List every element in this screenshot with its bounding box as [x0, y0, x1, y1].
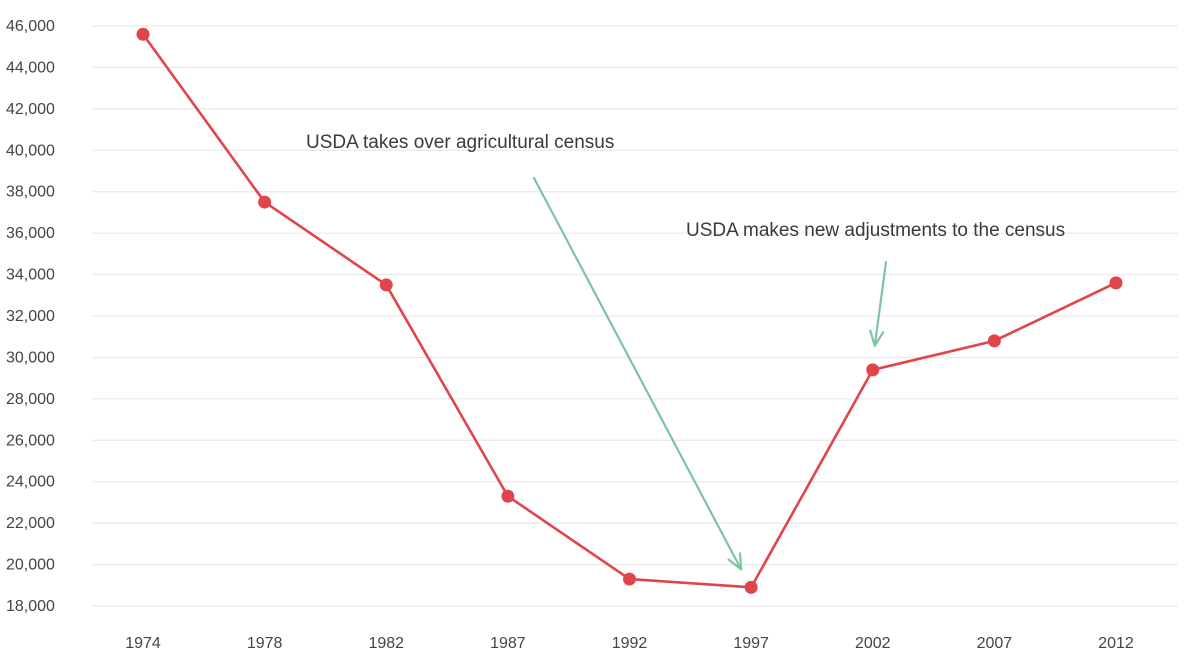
x-tick-label: 2002: [855, 635, 891, 652]
x-tick-label: 2007: [977, 635, 1013, 652]
data-point-2012: [1109, 276, 1123, 290]
data-point-2007: [987, 334, 1001, 348]
x-tick-label: 1987: [490, 635, 526, 652]
y-tick-label: 42,000: [6, 101, 55, 118]
data-point-1992: [623, 572, 636, 586]
y-tick-label: 20,000: [6, 557, 55, 574]
data-point-1974: [136, 27, 150, 41]
x-tick-label: 1982: [368, 635, 404, 652]
series-line: [141, 33, 1117, 589]
data-point-2002: [866, 363, 880, 377]
y-tick-label: 28,000: [6, 391, 55, 408]
data-point-1997: [744, 580, 758, 594]
y-tick-label: 26,000: [6, 432, 55, 449]
y-tick-label: 18,000: [6, 598, 55, 615]
x-tick-label: 1992: [612, 635, 648, 652]
grid-layer: [92, 25, 1178, 607]
y-tick-label: 34,000: [6, 267, 55, 284]
y-tick-label: 44,000: [6, 59, 55, 76]
arrow-to-1997: [532, 176, 743, 571]
x-tick-label: 1997: [733, 635, 769, 652]
y-tick-label: 46,000: [6, 18, 55, 35]
annotation-usda-adjustments: USDA makes new adjustments to the census: [686, 220, 1065, 241]
x-tick-label: 1974: [125, 635, 161, 652]
y-tick-label: 32,000: [6, 308, 55, 325]
y-tick-label: 36,000: [6, 225, 55, 242]
arrow-to-2002: [869, 260, 888, 347]
y-tick-label: 30,000: [6, 349, 55, 366]
y-tick-label: 38,000: [6, 184, 55, 201]
y-tick-label: 40,000: [6, 142, 55, 159]
annotation-usda-takes-over: USDA takes over agricultural census: [306, 132, 614, 153]
data-point-1982: [379, 278, 393, 292]
data-point-1978: [258, 195, 272, 209]
x-tick-label: 1978: [247, 635, 283, 652]
data-point-1987: [501, 489, 515, 503]
y-tick-label: 24,000: [6, 474, 55, 491]
series-layer: [136, 27, 1123, 594]
y-axis: 18,000 20,000 22,000 24,000 26,000 28,000 30,0…: [6, 18, 55, 615]
x-axis: 1974 1978 1982 1987 1992 1997 2002 2007 2012: [125, 635, 1134, 652]
annotation-layer: USDA takes over agricultural census USDA…: [306, 132, 1065, 571]
y-tick-label: 22,000: [6, 515, 55, 532]
x-tick-label: 2012: [1098, 635, 1134, 652]
